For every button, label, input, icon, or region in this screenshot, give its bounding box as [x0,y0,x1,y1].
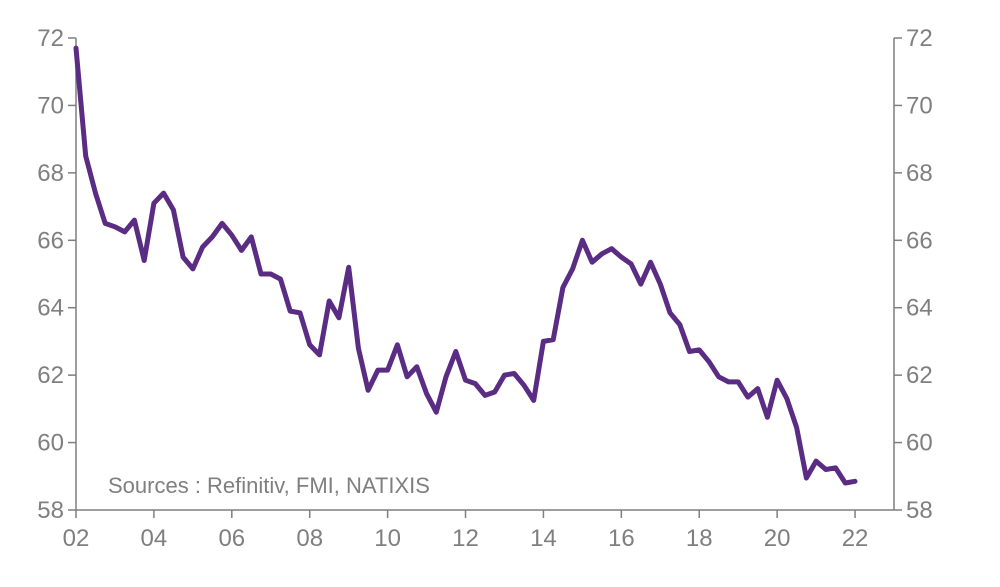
left-y-tick-label: 72 [37,25,64,52]
x-tick-label: 14 [530,525,557,552]
axes [75,38,895,511]
left-y-tick-label: 66 [37,227,64,254]
left-y-tick-label: 64 [37,295,64,322]
x-tick-label: 12 [452,525,479,552]
source-note: Sources : Refinitiv, FMI, NATIXIS [108,473,430,498]
x-tick-label: 10 [374,525,401,552]
left-y-tick-label: 60 [37,430,64,457]
x-tick-label: 20 [764,525,791,552]
tick-marks [68,37,902,518]
left-y-tick-label: 70 [37,92,64,119]
right-y-tick-label: 60 [906,430,933,457]
right-y-tick-label: 72 [906,25,933,52]
left-y-tick-label: 68 [37,160,64,187]
x-tick-label: 04 [141,525,168,552]
x-tick-label: 22 [842,525,869,552]
right-y-tick-label: 68 [906,160,933,187]
right-y-tick-label: 58 [906,497,933,524]
x-tick-label: 02 [63,525,90,552]
x-tick-label: 06 [218,525,245,552]
tick-labels: 58 58 60 60 62 62 64 64 66 66 68 68 70 70 72 72 02 04 06 08… [37,25,932,552]
series-line [73,45,858,486]
x-tick-label: 18 [686,525,713,552]
right-y-tick-label: 62 [906,362,933,389]
left-y-tick-label: 62 [37,362,64,389]
x-tick-label: 08 [296,525,323,552]
right-y-tick-label: 70 [906,92,933,119]
x-tick-label: 16 [608,525,635,552]
left-y-tick-label: 58 [37,497,64,524]
right-y-tick-label: 64 [906,295,933,322]
right-y-tick-label: 66 [906,227,933,254]
